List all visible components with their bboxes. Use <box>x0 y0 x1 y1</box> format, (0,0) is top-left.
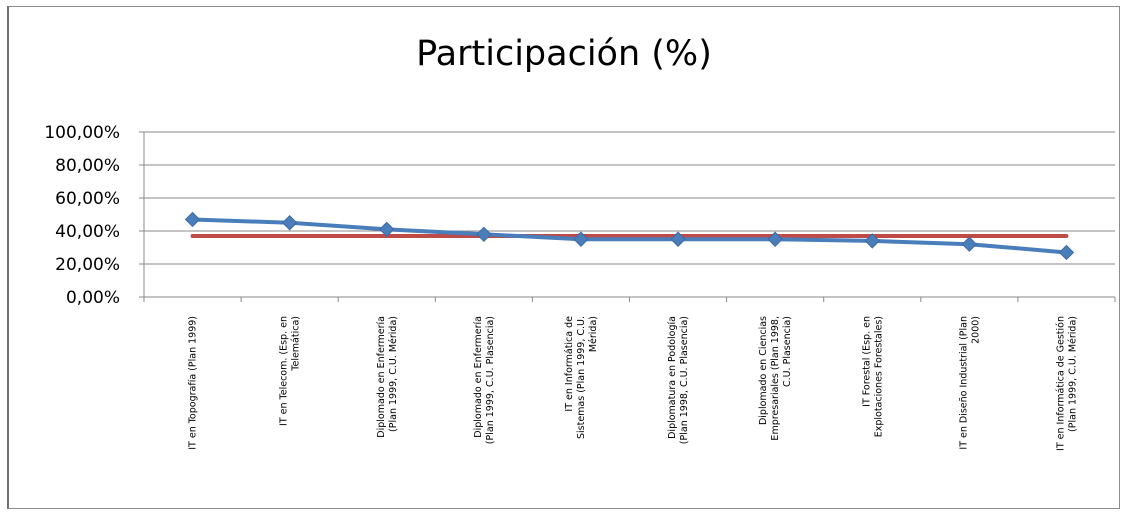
x-tick-label: IT en Diseño Industrial (Plan2000) <box>958 316 981 450</box>
chart-title: Participación (%) <box>416 34 712 74</box>
data-point <box>864 233 880 249</box>
y-tick-label: 80,00% <box>55 156 120 176</box>
data-point <box>281 215 298 231</box>
x-tick-label: Diplomado en Enfermería(Plan 1999, C.U. … <box>376 316 399 438</box>
data-point <box>1058 244 1075 261</box>
x-tick-label: IT en Informática deSistemas (Plan 1999,… <box>564 316 599 439</box>
x-tick-label: IT en Telecom. (Esp. enTelemática) <box>279 316 302 426</box>
y-tick-label: 20,00% <box>55 255 120 275</box>
x-tick-label: Diplomatura en Podología(Plan 1998, C.U.… <box>667 316 690 444</box>
x-tick-label: IT en Informática de Gestión(Plan 1999, … <box>1055 316 1078 451</box>
data-point <box>670 231 686 247</box>
data-point <box>184 211 201 228</box>
x-tick-label: Diplomado en CienciasEmpresariales (Plan… <box>758 316 793 441</box>
series-line <box>190 217 1069 255</box>
y-tick-label: 100,00% <box>44 123 120 143</box>
x-tick-label: Diplomado en Enfermería(Plan 1999, C.U. … <box>473 316 496 444</box>
y-tick-label: 40,00% <box>55 222 120 242</box>
y-tick-label: 0,00% <box>66 288 120 308</box>
data-point <box>573 231 589 247</box>
data-point <box>961 236 978 252</box>
x-tick-label: IT Forestal (Esp. enExplotaciones Forest… <box>861 316 884 437</box>
data-point <box>767 231 783 247</box>
chart-frame <box>7 6 1120 509</box>
data-point <box>476 226 492 243</box>
data-point <box>379 221 395 238</box>
y-tick-label: 60,00% <box>55 189 120 209</box>
x-tick-label: IT en Topografía (Plan 1999) <box>188 316 199 450</box>
